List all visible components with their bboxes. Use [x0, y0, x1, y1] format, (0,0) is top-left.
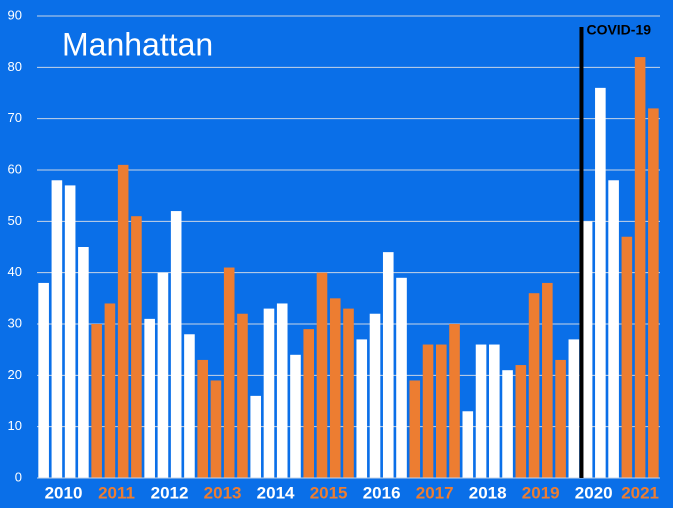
bar	[396, 277, 407, 478]
bar	[595, 87, 606, 478]
bar	[64, 185, 76, 478]
bar	[131, 216, 142, 478]
chart-title: Manhattan	[62, 26, 213, 62]
bar	[621, 236, 633, 478]
x-tick-label: 2013	[204, 483, 242, 502]
bar	[449, 324, 460, 478]
y-tick-label: 40	[8, 264, 22, 279]
bar	[435, 344, 447, 478]
bar	[184, 334, 195, 478]
y-tick-label: 80	[8, 59, 22, 74]
bar	[144, 318, 155, 478]
bar	[409, 380, 421, 478]
bar	[170, 211, 182, 479]
y-tick-label: 50	[8, 213, 22, 228]
bar	[634, 57, 646, 479]
y-tick-label: 10	[8, 418, 22, 433]
y-tick-label: 70	[8, 110, 22, 125]
bar	[329, 298, 341, 478]
bar	[210, 380, 222, 478]
bar	[237, 313, 248, 478]
bar	[157, 272, 169, 478]
bar	[515, 365, 527, 478]
y-tick-label: 0	[15, 469, 22, 484]
x-tick-label: 2021	[621, 483, 659, 502]
bar	[78, 247, 89, 478]
x-tick-label: 2010	[45, 483, 83, 502]
bar	[382, 252, 394, 478]
bar	[223, 267, 235, 478]
bar	[542, 282, 553, 478]
bar	[38, 282, 49, 478]
bar	[555, 359, 566, 478]
bar	[489, 344, 500, 478]
bar	[581, 221, 593, 479]
x-tick-label: 2012	[151, 483, 189, 502]
y-tick-label: 30	[8, 315, 22, 330]
bar	[91, 324, 102, 478]
bar	[276, 303, 288, 478]
x-tick-label: 2020	[575, 483, 613, 502]
x-tick-label: 2014	[257, 483, 295, 502]
bar	[263, 308, 275, 478]
bar	[197, 359, 208, 478]
bar	[422, 344, 434, 478]
bar	[475, 344, 487, 478]
x-tick-label: 2018	[469, 483, 507, 502]
x-tick-label: 2019	[522, 483, 560, 502]
bar	[51, 180, 63, 478]
bar	[369, 313, 381, 478]
bar	[502, 370, 513, 478]
bar	[250, 395, 262, 478]
bar	[648, 108, 659, 479]
bar	[303, 329, 315, 478]
bar	[528, 293, 540, 478]
y-tick-label: 90	[8, 7, 22, 22]
bar	[608, 180, 619, 478]
bar	[343, 308, 354, 478]
x-tick-label: 2011	[98, 483, 135, 502]
annotation: COVID-19	[586, 22, 651, 38]
x-tick-label: 2016	[363, 483, 401, 502]
bar	[316, 272, 328, 478]
y-tick-label: 60	[8, 161, 22, 176]
bar	[568, 339, 580, 478]
bar	[356, 339, 368, 478]
bar	[117, 164, 129, 478]
bar	[104, 303, 116, 478]
y-tick-label: 20	[8, 367, 22, 382]
bar	[290, 354, 301, 478]
x-tick-label: 2015	[310, 483, 348, 502]
x-tick-label: 2017	[416, 483, 454, 502]
bar	[462, 411, 474, 478]
